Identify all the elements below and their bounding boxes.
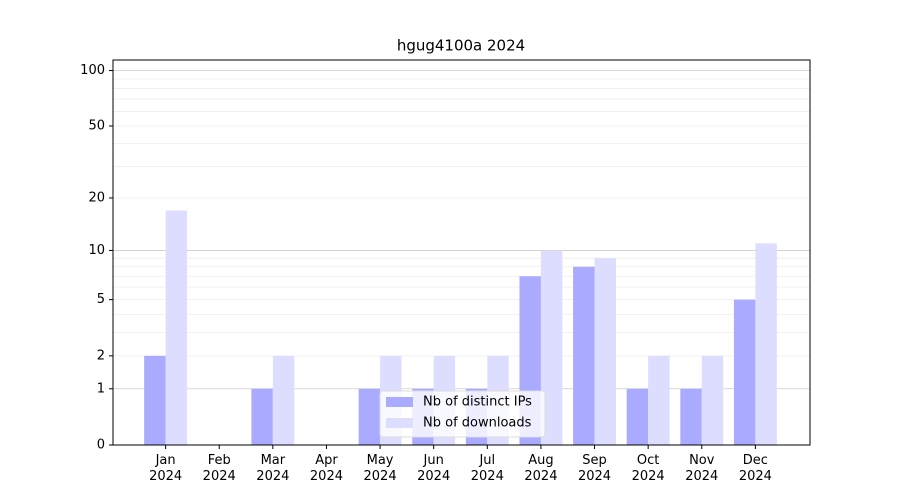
chart-title: hgug4100a 2024 [397,37,525,55]
x-tick-label: Oct 2024 [631,453,665,484]
bar [680,388,702,445]
legend: Nb of distinct IPs Nb of downloads [379,390,546,438]
legend-swatch [386,418,413,428]
x-tick-label: Jan 2024 [149,453,183,484]
y-tick-label: 1 [97,381,105,396]
bar [701,355,724,445]
x-tick-label: Nov 2024 [685,453,719,484]
bar [733,299,756,445]
y-tick-label: 50 [88,118,105,133]
bar [594,258,616,445]
x-tick-label: Jun 2024 [417,453,451,484]
x-tick-label: Apr 2024 [309,453,343,484]
x-tick-label: Mar 2024 [256,453,290,484]
bar [755,243,777,445]
x-tick-label: Sep 2024 [577,453,612,484]
x-tick-label: Dec 2024 [738,453,772,484]
y-tick-label: 2 [97,348,105,363]
bar [251,388,273,445]
y-tick-label: 20 [88,190,105,205]
plot-frame [112,59,811,446]
bar [358,388,381,445]
legend-box [379,390,546,438]
bar [272,355,295,445]
y-tick-label: 10 [88,243,105,258]
bar [165,210,188,445]
legend-label: Nb of downloads [423,416,532,431]
bar [626,388,649,445]
bar [144,355,166,445]
legend-label: Nb of distinct IPs [423,395,532,410]
bar [573,266,595,445]
bar [648,355,670,445]
legend-swatch [386,397,413,407]
x-tick-label: Feb 2024 [202,453,236,484]
y-tick-label: 100 [80,63,105,78]
bar [540,250,563,445]
x-tick-label: Aug 2024 [524,453,558,484]
y-tick-label: 0 [97,438,105,453]
y-tick-label: 5 [97,292,105,307]
x-tick-label: Jul 2024 [470,453,504,484]
x-tick-label: May 2024 [363,453,397,484]
